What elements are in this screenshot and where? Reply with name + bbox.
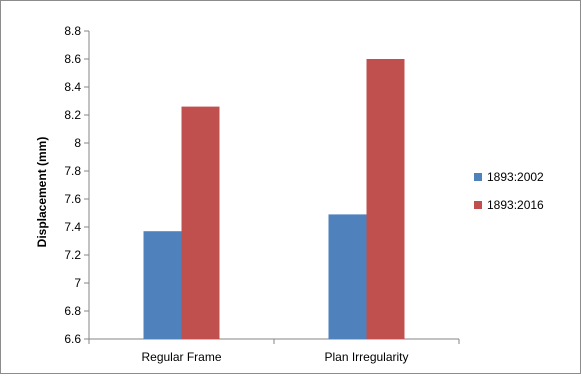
bar-1893-2002-0 xyxy=(143,231,182,339)
y-tick-label: 7.8 xyxy=(64,164,81,178)
bar-1893-2016-0 xyxy=(181,106,220,339)
y-tick-label: 6.8 xyxy=(64,304,81,318)
legend-label: 1893:2016 xyxy=(487,198,544,212)
y-axis-title: Displacement (mm) xyxy=(35,137,49,248)
bar-1893-2016-1 xyxy=(366,59,405,339)
y-tick-label: 8 xyxy=(74,136,81,150)
chart-bars xyxy=(143,59,405,339)
legend-swatch xyxy=(474,201,482,209)
y-tick-label: 8.4 xyxy=(64,80,81,94)
y-tick-label: 7.4 xyxy=(64,220,81,234)
y-tick-label: 7 xyxy=(74,276,81,290)
y-tick-label: 6.6 xyxy=(64,332,81,346)
x-category-label: Regular Frame xyxy=(141,350,221,364)
x-category-label: Plan Irregularity xyxy=(324,350,408,364)
y-tick-label: 7.2 xyxy=(64,248,81,262)
y-tick-label: 8.2 xyxy=(64,108,81,122)
x-category-labels: Regular Frame Plan Irregularity xyxy=(141,350,408,364)
bar-1893-2002-1 xyxy=(328,214,367,339)
legend-swatch xyxy=(474,173,482,181)
y-tick-labels: 6.6 6.8 7 7.2 7.4 7.6 7.8 8 8.2 8.4 8.6 8.8 xyxy=(64,24,81,346)
legend-label: 1893:2002 xyxy=(487,170,544,184)
y-tick-label: 7.6 xyxy=(64,192,81,206)
chart-legend: 1893:2002 1893:2016 xyxy=(474,170,544,212)
y-tick-label: 8.8 xyxy=(64,24,81,38)
y-tick-label: 8.6 xyxy=(64,52,81,66)
